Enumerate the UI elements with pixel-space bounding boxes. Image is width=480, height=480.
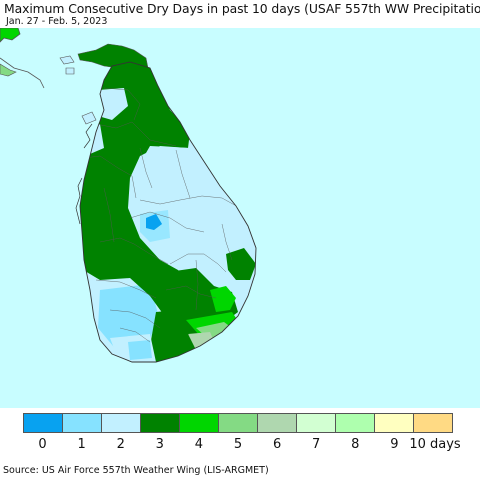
legend-swatch-7 (297, 414, 336, 432)
map-canvas (0, 28, 480, 408)
legend-tick-label: 0 (38, 437, 47, 452)
legend-tick-label: 1 (77, 437, 86, 452)
legend-swatch-10 (414, 414, 452, 432)
dry-3-southwest (150, 310, 190, 360)
legend-swatch-2 (102, 414, 141, 432)
legend-swatch-4 (180, 414, 219, 432)
legend-colorbar (23, 413, 453, 433)
legend-swatch-6 (258, 414, 297, 432)
dry-4-south (210, 286, 236, 312)
west-coast-detail (75, 177, 83, 225)
dry-3-east (226, 248, 256, 280)
legend-swatch-5 (219, 414, 258, 432)
legend-tick-label: 10 days (409, 437, 461, 452)
district-boundaries (83, 87, 241, 343)
dry-0-spot-main (146, 214, 162, 230)
date-range: Jan. 27 - Feb. 5, 2023 (6, 16, 108, 27)
legend-tick-label: 2 (116, 437, 125, 452)
dry-2-north-inner (98, 88, 128, 120)
northern-islet (59, 55, 75, 65)
source-note: Source: US Air Force 557th Weather Wing … (3, 465, 269, 476)
india-landmass-2 (0, 63, 17, 77)
northern-islet-2 (65, 67, 75, 75)
mannar-island (81, 111, 97, 125)
india-coast (0, 57, 45, 89)
sri-lanka-map (0, 28, 257, 363)
dry-1-west (108, 296, 142, 334)
legend-tick-label: 6 (272, 437, 282, 452)
map-title: Maximum Consecutive Dry Days in past 10 … (4, 1, 480, 16)
legend-tick-label: 3 (155, 437, 164, 452)
legend-tick-label: 4 (194, 437, 204, 452)
india-landmass (0, 28, 21, 43)
dry-1-south-coast (128, 340, 152, 360)
legend-swatch-0 (24, 414, 63, 432)
legend-tick-label: 5 (233, 437, 243, 452)
legend-swatch-9 (375, 414, 414, 432)
legend-swatch-8 (336, 414, 375, 432)
legend-swatch-3 (141, 414, 180, 432)
legend-tick-label: 7 (312, 437, 321, 452)
northwest-coast-detail (83, 123, 93, 149)
legend-tick-label: 8 (351, 437, 360, 452)
legend-swatch-1 (63, 414, 102, 432)
legend-ticks: 0 1 2 3 4 5 6 7 8 9 10 days (23, 437, 460, 455)
legend-tick-label: 9 (390, 437, 399, 452)
